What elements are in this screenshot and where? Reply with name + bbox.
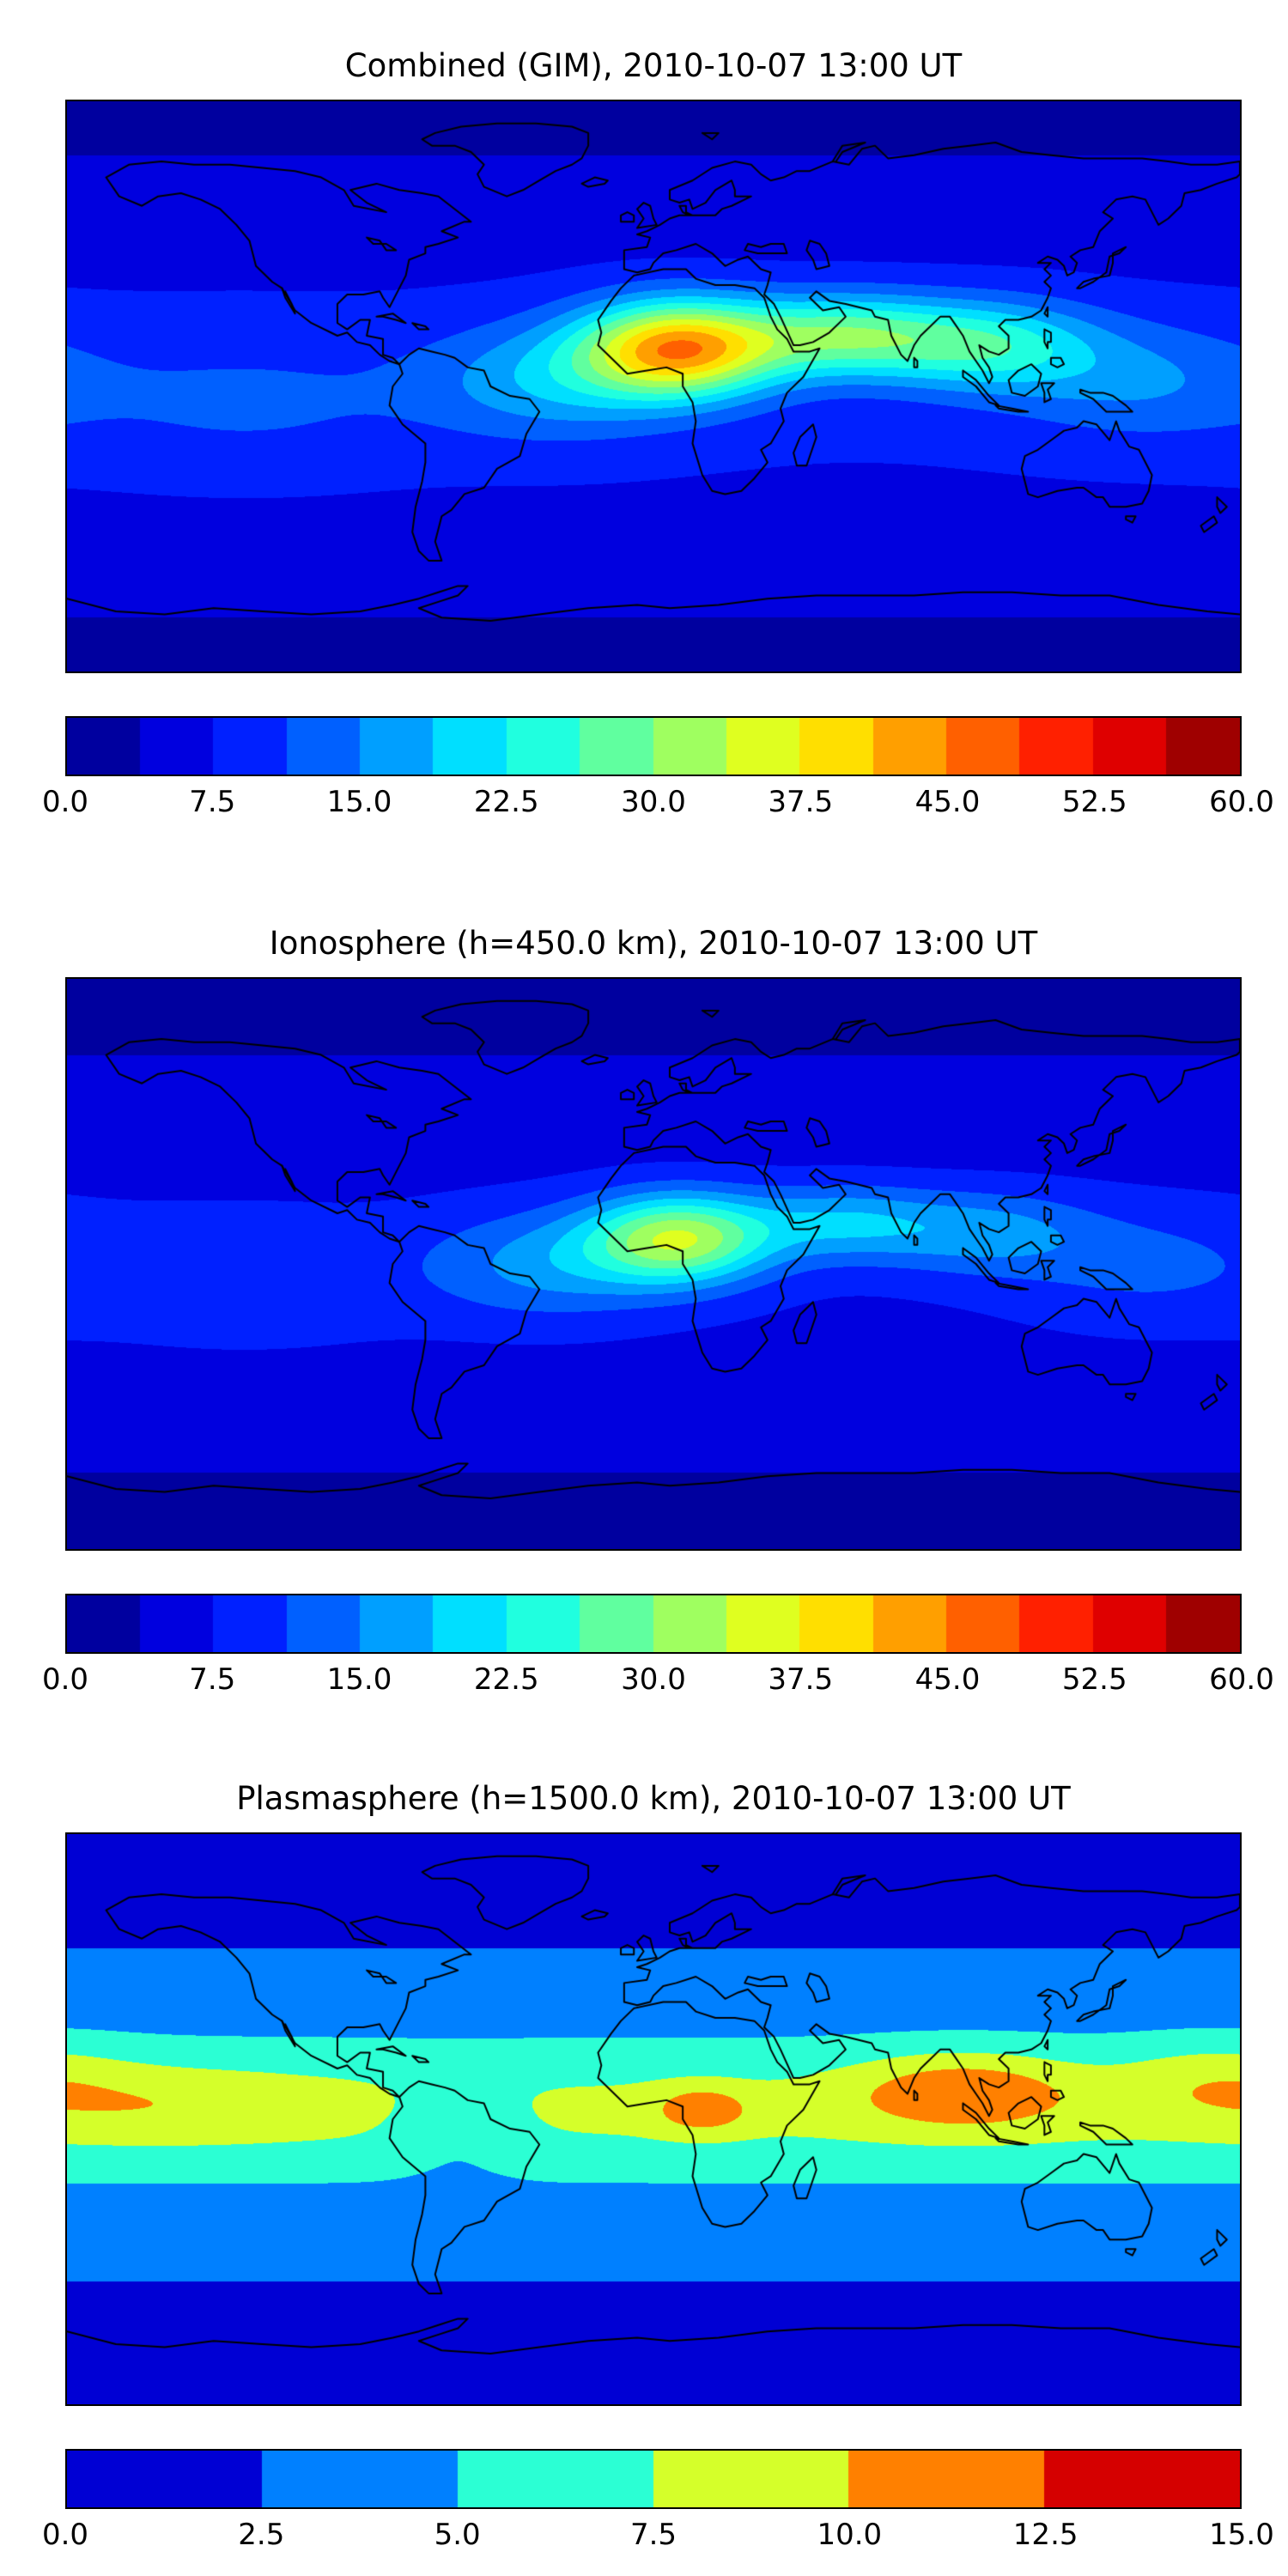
- colorbar-tick-label: 52.5: [1061, 1662, 1127, 1698]
- map-canvas-ionosphere: [67, 979, 1240, 1550]
- colorbar-tick-label: 0.0: [41, 785, 89, 820]
- colorbar-tick-label: 52.5: [1061, 785, 1127, 820]
- map-canvas-combined: [67, 101, 1240, 672]
- map-frame-ionosphere: [65, 977, 1242, 1552]
- colorbar-tick-label: 0.0: [41, 2518, 89, 2553]
- panel-plasmasphere: Plasmasphere (h=1500.0 km), 2010-10-07 1…: [42, 1779, 1274, 2559]
- colorbar-canvas-combined: [67, 718, 1240, 775]
- colorbar-tick-label: 7.5: [189, 785, 236, 820]
- colorbar-tick-label: 2.5: [238, 2518, 285, 2553]
- colorbar-tick-label: 37.5: [768, 785, 834, 820]
- colorbar-tick-label: 12.5: [1012, 2518, 1078, 2553]
- colorbar-tick-label: 15.0: [326, 785, 392, 820]
- colorbar-ticks-combined: 0.0 7.5 15.0 22.5 30.0 37.5 45.0 52.5 60.0: [42, 785, 1274, 826]
- colorbar-tick-label: 15.0: [1209, 2518, 1274, 2553]
- colorbar-frame-combined: [65, 716, 1242, 777]
- colorbar-tick-label: 45.0: [914, 785, 981, 820]
- colorbar-canvas-plasmasphere: [67, 2451, 1240, 2508]
- colorbar-tick-label: 45.0: [914, 1662, 981, 1698]
- colorbar-tick-label: 15.0: [326, 1662, 392, 1698]
- colorbar-frame-ionosphere: [65, 1594, 1242, 1655]
- panel-ionosphere: Ionosphere (h=450.0 km), 2010-10-07 13:0…: [42, 924, 1274, 1704]
- panel-title-ionosphere: Ionosphere (h=450.0 km), 2010-10-07 13:0…: [269, 925, 1038, 962]
- colorbar-tick-label: 60.0: [1209, 1662, 1274, 1698]
- colorbar-ticks-plasmasphere: 0.0 2.5 5.0 7.5 10.0 12.5 15.0: [42, 2518, 1274, 2559]
- panel-title-plasmasphere: Plasmasphere (h=1500.0 km), 2010-10-07 1…: [236, 1780, 1071, 1817]
- map-frame-plasmasphere: [65, 1832, 1242, 2407]
- colorbar-tick-label: 30.0: [621, 1662, 686, 1698]
- panel-title-combined: Combined (GIM), 2010-10-07 13:00 UT: [344, 47, 963, 84]
- colorbar-ticks-ionosphere: 0.0 7.5 15.0 22.5 30.0 37.5 45.0 52.5 60.0: [42, 1662, 1274, 1704]
- colorbar-tick-label: 7.5: [189, 1662, 236, 1698]
- panel-combined: Combined (GIM), 2010-10-07 13:00 UT 0.0 7…: [42, 46, 1274, 826]
- colorbar-tick-label: 22.5: [473, 785, 539, 820]
- colorbar-tick-label: 37.5: [768, 1662, 834, 1698]
- colorbar-tick-label: 30.0: [621, 785, 686, 820]
- colorbar-frame-plasmasphere: [65, 2449, 1242, 2510]
- colorbar-canvas-ionosphere: [67, 1595, 1240, 1653]
- colorbar-tick-label: 0.0: [41, 1662, 89, 1698]
- colorbar-tick-label: 5.0: [434, 2518, 481, 2553]
- map-frame-combined: [65, 100, 1242, 674]
- colorbar-tick-label: 60.0: [1209, 785, 1274, 820]
- colorbar-tick-label: 22.5: [473, 1662, 539, 1698]
- map-canvas-plasmasphere: [67, 1834, 1240, 2405]
- colorbar-tick-label: 7.5: [629, 2518, 677, 2553]
- colorbar-tick-label: 10.0: [817, 2518, 883, 2553]
